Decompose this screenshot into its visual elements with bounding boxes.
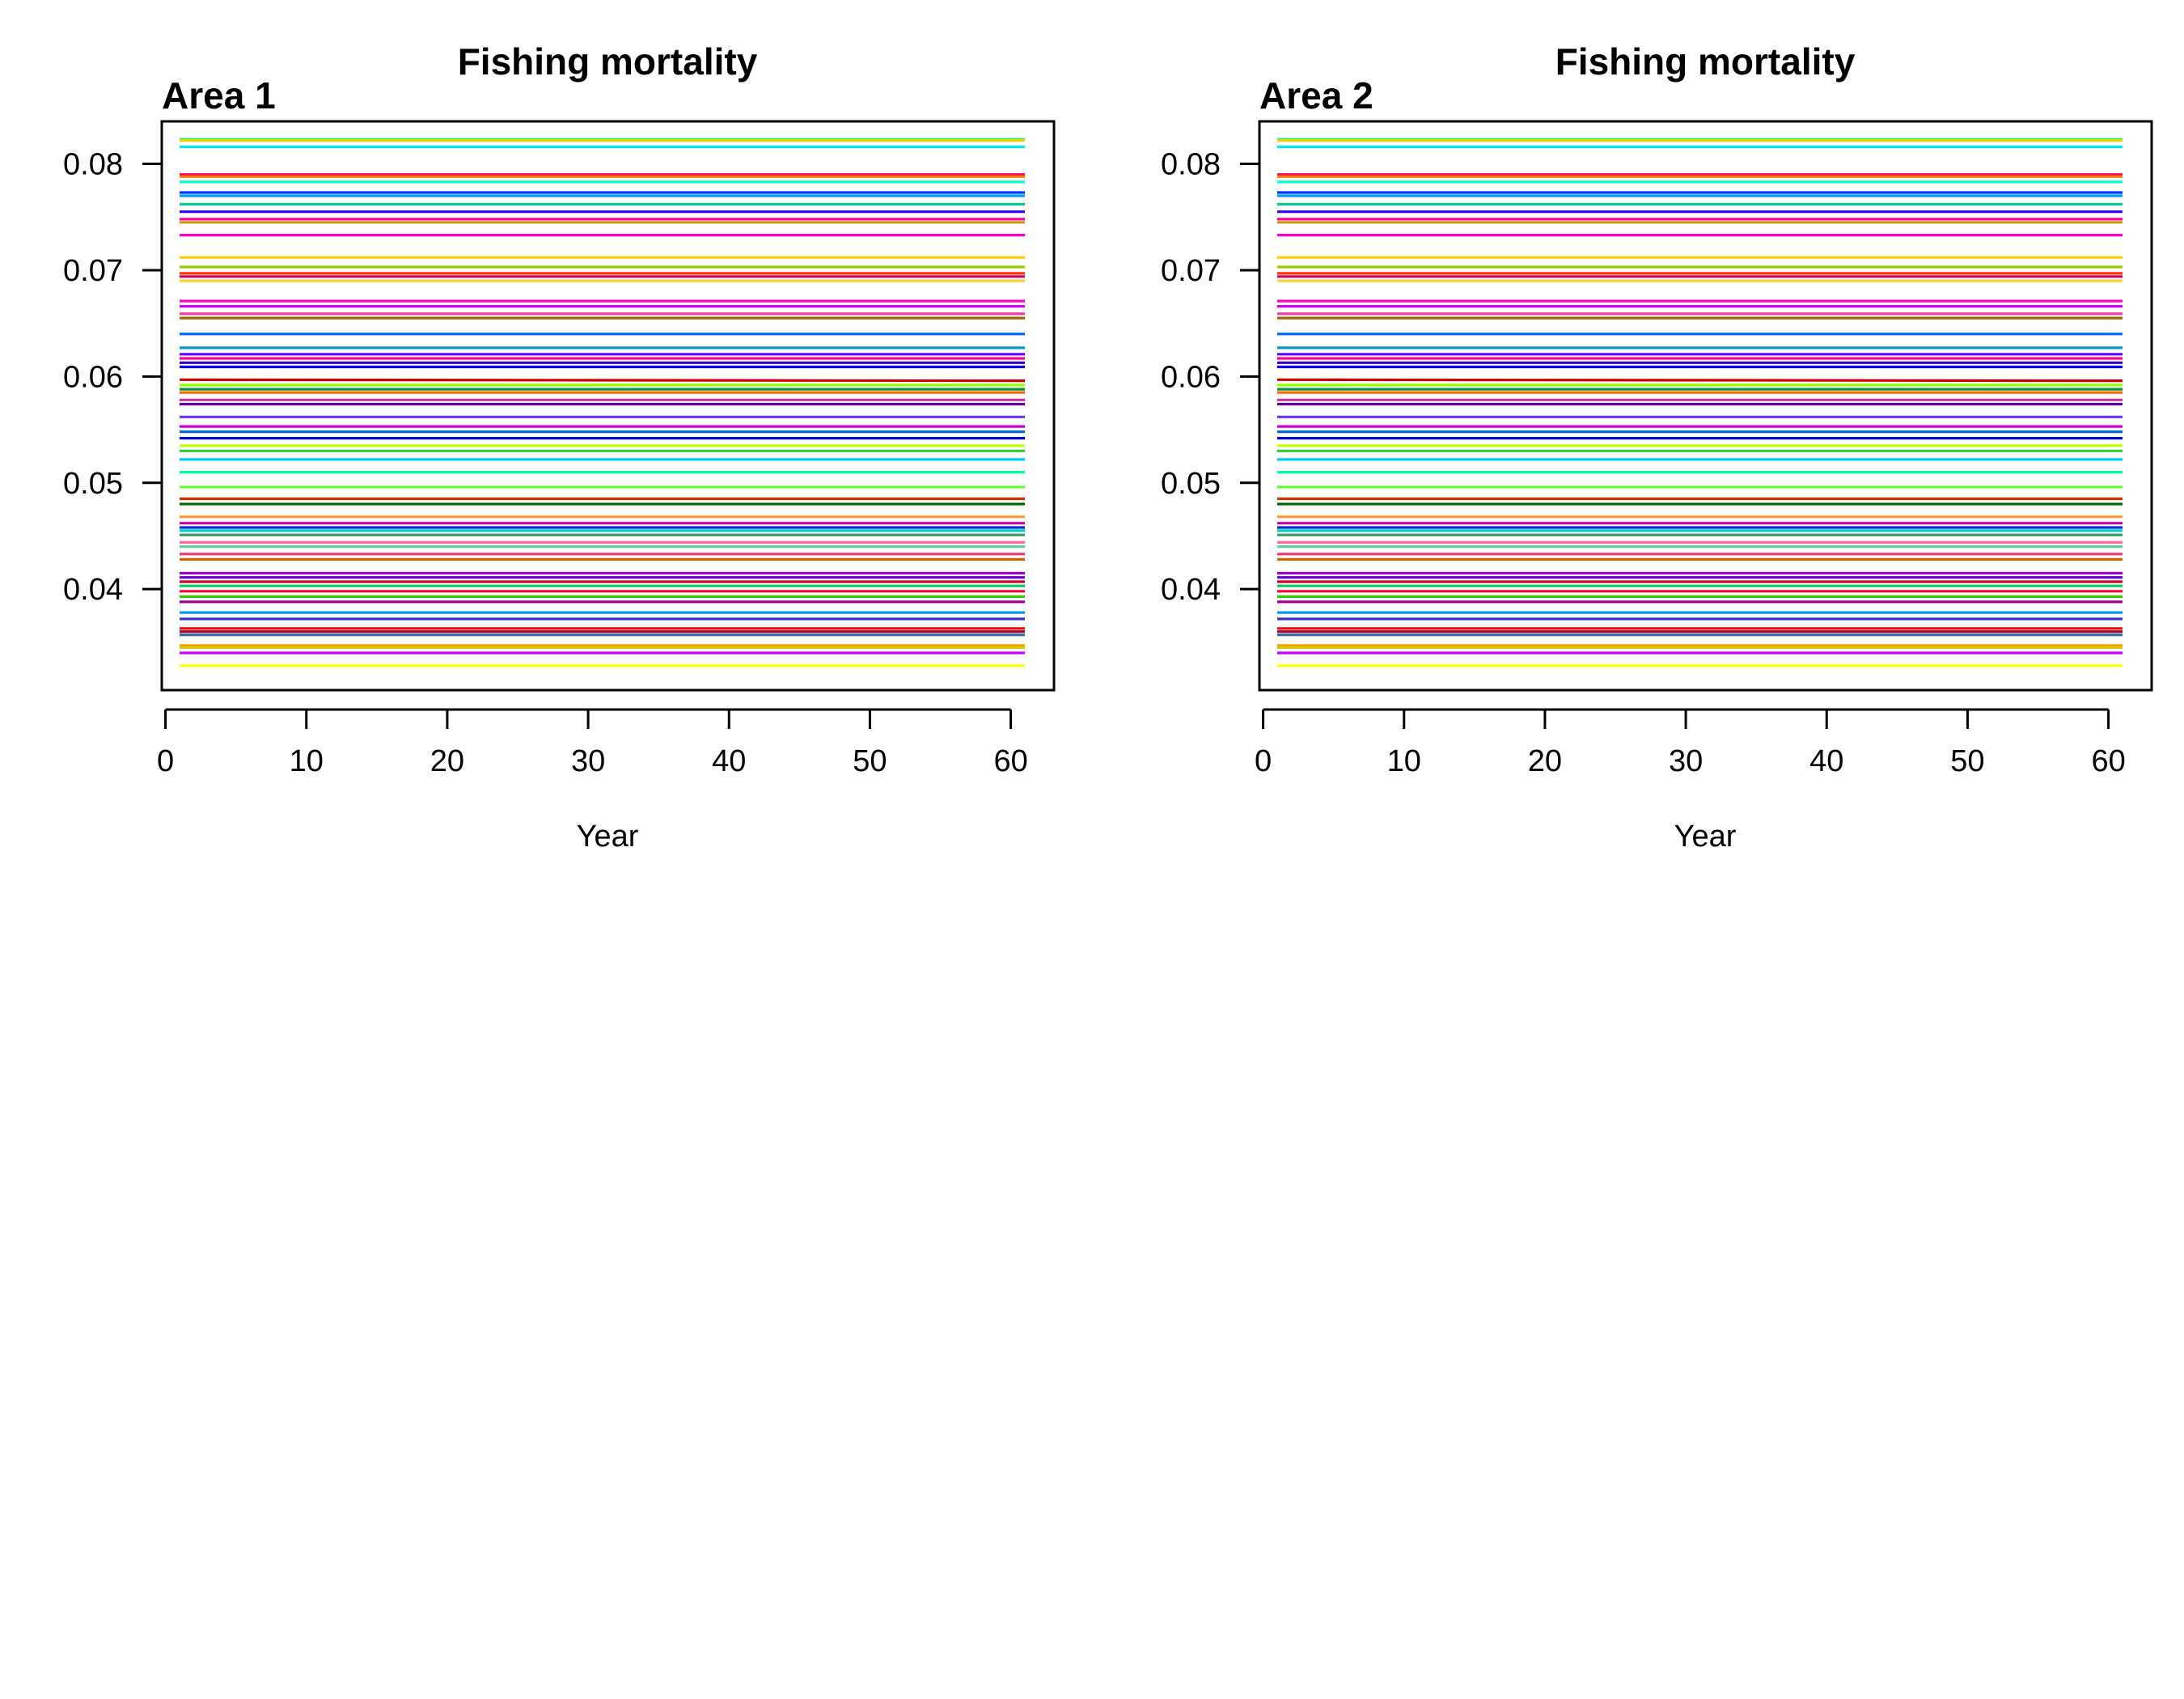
y-tick-label: 0.04	[63, 573, 123, 607]
y-axis: 0.04 0.05 0.06 0.07 0.08	[63, 148, 162, 607]
y-tick-label: 0.07	[63, 254, 123, 288]
x-tick-label: 20	[430, 744, 464, 778]
y-tick-label: 0.08	[1161, 148, 1221, 182]
x-tick-label: 60	[2091, 744, 2125, 778]
y-tick-label: 0.04	[1161, 573, 1221, 607]
y-tick-label: 0.06	[1161, 360, 1221, 394]
x-tick-label: 20	[1528, 744, 1562, 778]
x-tick-label: 10	[290, 744, 324, 778]
chart-panel-area-1: Fishing mortality Area 1 0.040.050.060.0…	[63, 40, 1056, 854]
series-group	[1276, 138, 2123, 667]
y-tick-label: 0.07	[1161, 254, 1221, 288]
x-axis-label: Year	[577, 820, 639, 854]
plot-frame	[1258, 120, 2153, 692]
area-label: Area 1	[162, 74, 276, 117]
x-tick-label: 0	[1255, 744, 1272, 778]
y-tick-label: 0.05	[1161, 467, 1221, 501]
chart-title: Fishing mortality	[458, 40, 758, 83]
area-label: Area 2	[1259, 74, 1373, 117]
x-tick-label: 30	[571, 744, 605, 778]
x-axis-label: Year	[1674, 820, 1737, 854]
x-axis: 0 10 20 30 40 50 60	[157, 708, 1028, 778]
x-tick-label: 60	[993, 744, 1027, 778]
plot-frame	[160, 120, 1056, 692]
chart-title: Fishing mortality	[1555, 40, 1856, 83]
series-line-29	[1276, 378, 2123, 383]
x-tick-label: 40	[1809, 744, 1843, 778]
x-tick-label: 0	[157, 744, 174, 778]
y-tick-label: 0.05	[63, 467, 123, 501]
chart-panel-area-2: Fishing mortality Area 2 0.040.050.060.0…	[1161, 40, 2153, 854]
x-tick-label: 10	[1387, 744, 1421, 778]
series-line-29	[179, 378, 1026, 383]
x-tick-label: 40	[712, 744, 746, 778]
x-tick-label: 30	[1669, 744, 1703, 778]
x-axis: 0 10 20 30 40 50 60	[1255, 708, 2126, 778]
y-axis: 0.04 0.05 0.06 0.07 0.08	[1161, 148, 1259, 607]
y-tick-label: 0.06	[63, 360, 123, 394]
x-tick-label: 50	[853, 744, 887, 778]
x-tick-label: 50	[1950, 744, 1984, 778]
series-group	[179, 138, 1026, 667]
y-tick-label: 0.08	[63, 148, 123, 182]
